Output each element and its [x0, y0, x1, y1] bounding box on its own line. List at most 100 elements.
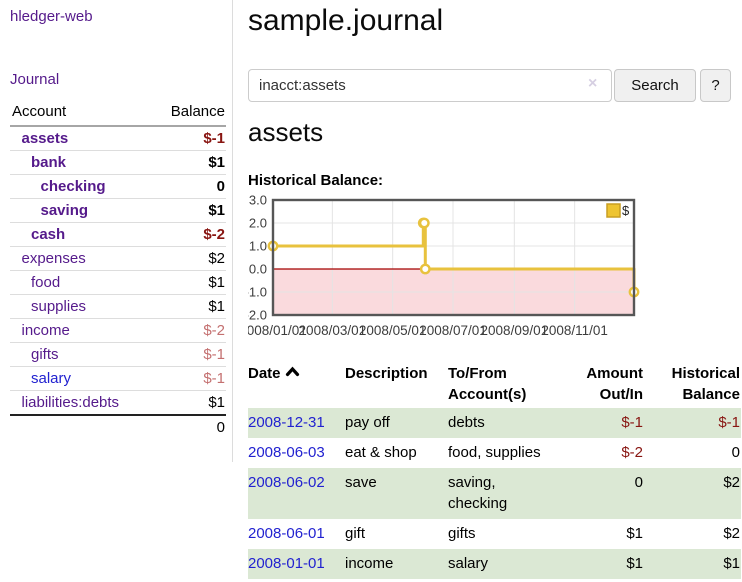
svg-text:2008/09/01: 2008/09/01: [481, 323, 549, 338]
sidebar-item-journal[interactable]: Journal: [10, 71, 60, 88]
account-heading: assets: [248, 117, 324, 147]
register-table: Date Description To/From Account(s) Amou…: [248, 360, 741, 579]
account-link-food[interactable]: food: [31, 274, 61, 291]
account-link-gifts[interactable]: gifts: [31, 346, 59, 363]
account-row: income $-2: [10, 318, 226, 343]
legend-label: $: [622, 203, 630, 218]
account-link-supplies[interactable]: supplies: [31, 298, 87, 315]
account-link-salary[interactable]: salary: [31, 370, 72, 387]
transaction-accounts: salary: [448, 548, 582, 579]
transaction-description: gift: [345, 525, 366, 542]
transaction-balance: $2: [723, 525, 740, 542]
register-header-description: Description: [345, 365, 428, 382]
account-row: liabilities:debts $1: [10, 390, 226, 415]
legend-swatch: [606, 203, 621, 218]
account-row: bank $1: [10, 150, 226, 175]
register-header-accounts: To/From Account(s): [448, 365, 527, 403]
transaction-accounts: gifts: [448, 525, 476, 542]
account-balance: $-1: [151, 342, 226, 367]
account-row: gifts $-1: [10, 342, 226, 367]
accounts-header-balance: Balance: [151, 100, 226, 127]
account-balance: $-1: [151, 366, 226, 391]
transaction-balance: $1: [644, 548, 741, 579]
transaction-description: save: [345, 467, 448, 519]
transaction-date-link[interactable]: 2008-12-31: [248, 414, 325, 431]
account-balance: $1: [151, 198, 226, 223]
page-title: sample.journal: [248, 4, 444, 37]
transaction-description: pay off: [345, 408, 448, 438]
register-header-date[interactable]: Date: [248, 360, 345, 408]
accounts-total-row: 0: [10, 414, 226, 439]
svg-text:-1.0: -1.0: [248, 285, 267, 300]
account-row: salary $-1: [10, 366, 226, 391]
svg-text:2008/07/01: 2008/07/01: [419, 323, 487, 338]
svg-text:-2.0: -2.0: [248, 308, 267, 323]
account-link-cash[interactable]: cash: [31, 226, 66, 243]
transaction-date-link[interactable]: 2008-06-01: [248, 525, 325, 542]
account-link-income[interactable]: income: [21, 322, 70, 339]
register-row: 2008-06-01 gift gifts $1 $2: [248, 519, 741, 549]
account-link-saving[interactable]: saving: [40, 202, 89, 219]
transaction-date-link[interactable]: 2008-06-03: [248, 443, 325, 461]
accounts-header-account: Account: [10, 100, 152, 127]
account-row: saving $1: [10, 198, 226, 223]
svg-text:2008/11/01: 2008/11/01: [541, 323, 608, 338]
account-link-liabilities-debts[interactable]: liabilities:debts: [21, 394, 120, 411]
svg-text:2008/05/01: 2008/05/01: [359, 323, 427, 338]
account-balance: $1: [151, 150, 226, 175]
chart-title: Historical Balance:: [248, 172, 384, 189]
search-input[interactable]: [248, 69, 612, 102]
transaction-amount: $-1: [582, 408, 644, 438]
transaction-balance: $2: [644, 467, 741, 519]
account-link-checking[interactable]: checking: [40, 178, 106, 195]
svg-text:1.0: 1.0: [249, 239, 267, 254]
register-header-amount: Amount Out/In: [586, 365, 643, 403]
transaction-date-link[interactable]: 2008-01-01: [248, 554, 325, 572]
svg-text:2008/01/01: 2008/01/01: [248, 323, 307, 338]
account-balance: $-2: [151, 222, 226, 247]
svg-text:0.0: 0.0: [249, 262, 267, 277]
account-balance: $1: [151, 390, 226, 415]
chart-svg: $3.0 2.0 1.0 0.0 -1.0 -2.02008/01/012008/03/0…: [239, 193, 640, 338]
transaction-accounts: food, supplies: [448, 443, 541, 461]
transaction-description: income: [345, 548, 448, 579]
transaction-amount: $1: [626, 525, 643, 542]
transaction-amount: $-2: [621, 443, 643, 461]
account-balance: $-1: [203, 130, 225, 147]
account-balance: $1: [151, 270, 226, 295]
register-row: 2008-06-02 save saving, checking 0 $2: [248, 467, 741, 519]
app-brand-link[interactable]: hledger-web: [10, 8, 93, 25]
help-button[interactable]: ?: [700, 69, 731, 102]
transaction-description: eat & shop: [345, 443, 417, 461]
transaction-amount: $1: [582, 548, 644, 579]
account-row: expenses $2: [10, 246, 226, 271]
account-row: checking 0: [10, 174, 226, 199]
account-balance: 0: [151, 174, 226, 199]
transaction-balance: 0: [731, 443, 740, 461]
search-button[interactable]: Search: [614, 69, 696, 102]
svg-text:3.0: 3.0: [249, 193, 267, 208]
clear-search-icon[interactable]: ×: [588, 75, 598, 92]
transaction-balance: $-1: [644, 408, 741, 438]
account-link-expenses[interactable]: expenses: [21, 250, 86, 267]
transaction-date-link[interactable]: 2008-06-02: [248, 473, 325, 491]
register-row: 2008-06-03 eat & shop food, supplies $-2 0: [248, 438, 741, 468]
accounts-total-value: 0: [151, 414, 226, 439]
accounts-table: Account Balance assets $-1 bank $1 checking 0…: [10, 100, 226, 439]
account-link-assets[interactable]: assets: [21, 130, 69, 147]
svg-text:2.0: 2.0: [249, 216, 267, 231]
transaction-amount: 0: [582, 467, 644, 519]
sidebar: hledger-web Journal Account Balance asse…: [0, 0, 233, 462]
account-row: supplies $1: [10, 294, 226, 319]
account-link-bank[interactable]: bank: [31, 154, 67, 171]
account-row: assets $-1: [10, 126, 226, 151]
account-balance: $-2: [151, 318, 226, 343]
search-form: × Search ?: [248, 69, 742, 103]
transaction-accounts: debts: [448, 408, 582, 438]
register-header-balance: Historical Balance: [671, 365, 740, 403]
register-row: 2008-01-01 income salary $1 $1: [248, 548, 741, 579]
account-balance: $2: [151, 246, 226, 271]
svg-text:2008/03/01: 2008/03/01: [299, 323, 367, 338]
account-balance: $1: [151, 294, 226, 319]
account-row: cash $-2: [10, 222, 226, 247]
